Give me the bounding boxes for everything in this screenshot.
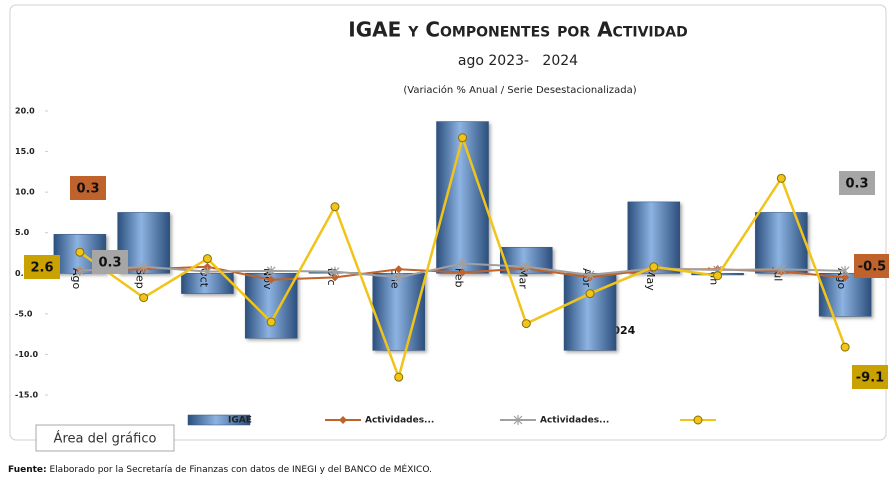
marker	[75, 265, 85, 276]
data-label: 0.3	[98, 256, 121, 271]
legend-swatch	[187, 414, 251, 426]
marker	[649, 262, 659, 272]
data-label: 2.6	[30, 261, 53, 276]
marker	[267, 275, 276, 284]
chart-title: IGAE y Componentes por Actividad	[348, 18, 687, 42]
data-label-box	[24, 255, 60, 279]
data-label-box	[852, 365, 888, 389]
legend-label: IGAE	[228, 416, 252, 426]
y-tick-label: 15.0	[15, 147, 35, 156]
data-label: 0.3	[76, 182, 99, 197]
marker	[713, 271, 723, 281]
bar	[436, 121, 489, 274]
marker	[458, 133, 467, 143]
marker	[330, 273, 339, 282]
marker	[513, 415, 523, 425]
data-label: -9.1	[856, 371, 884, 386]
x-tick-label: May	[644, 268, 657, 291]
source: Fuente: Elaborado por la Secretaría de F…	[8, 463, 432, 475]
y-tick-label: 0.0	[15, 269, 30, 278]
y-tick-label: -15.0	[15, 391, 38, 400]
marker	[75, 247, 85, 257]
legend-label: Actividades...	[365, 416, 434, 426]
marker	[339, 416, 347, 424]
marker	[841, 273, 850, 282]
marker	[776, 264, 786, 275]
marker	[776, 173, 786, 183]
marker	[202, 266, 212, 277]
y-tick-label: 20.0	[15, 107, 35, 116]
chart-note: (Variación % Anual / Serie Desestacional…	[403, 84, 636, 96]
y-tick-label: -5.0	[15, 309, 33, 318]
marker	[139, 261, 149, 272]
data-label-box	[839, 171, 875, 195]
marker	[585, 269, 595, 280]
data-label-box	[92, 250, 128, 274]
marker	[330, 202, 340, 212]
legend-label: Actividades...	[540, 416, 609, 426]
marker	[394, 372, 404, 382]
marker	[840, 265, 850, 276]
data-label: -0.5	[858, 260, 886, 275]
marker	[840, 342, 850, 352]
bar	[755, 212, 808, 274]
data-label-box	[854, 254, 889, 278]
marker	[458, 268, 467, 277]
data-label: 0.3	[845, 177, 868, 192]
marker	[394, 272, 404, 283]
y-tick-label: 5.0	[15, 228, 30, 237]
data-label-box	[70, 176, 106, 200]
bar	[627, 201, 681, 274]
marker	[521, 261, 531, 272]
marker	[330, 266, 340, 277]
y-tick-label: -10.0	[15, 350, 38, 359]
marker	[139, 293, 149, 303]
tooltip-box	[35, 424, 175, 452]
marker	[521, 319, 531, 329]
marker	[585, 289, 595, 299]
source-label: Fuente:	[8, 465, 47, 475]
y-tick-label: 10.0	[15, 188, 35, 197]
marker	[202, 254, 212, 264]
marker	[266, 317, 276, 327]
marker	[394, 265, 403, 274]
x-tick-label: Mar	[516, 268, 529, 289]
marker	[458, 258, 467, 269]
source-text: Elaborado por la Secretaría de Finanzas …	[50, 463, 432, 475]
chart-subtitle: ago 2023- 2024	[458, 53, 578, 69]
tooltip: Área del gráfico	[54, 431, 157, 447]
x-tick-label: Sep	[134, 268, 147, 289]
marker	[693, 415, 703, 425]
marker	[266, 265, 276, 276]
